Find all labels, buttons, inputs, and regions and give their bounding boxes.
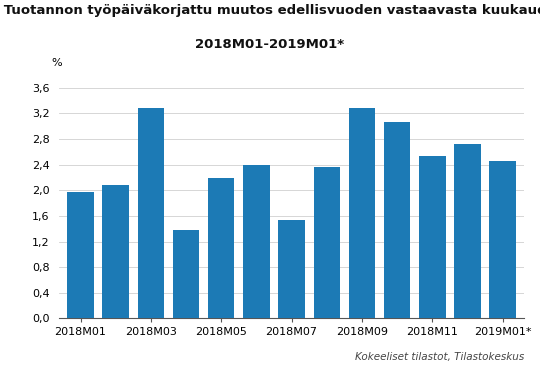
Bar	[489, 161, 516, 318]
Bar	[138, 108, 164, 318]
Bar	[349, 108, 375, 318]
Bar	[173, 230, 199, 318]
Text: Kuvio 1: Tuotannon työpäiväkorjattu muutos edellisvuoden vastaavasta kuukaudesta: Kuvio 1: Tuotannon työpäiväkorjattu muut…	[0, 4, 540, 17]
Bar	[279, 220, 305, 318]
Text: Kokeeliset tilastot, Tilastokeskus: Kokeeliset tilastot, Tilastokeskus	[355, 352, 524, 362]
Bar	[419, 156, 446, 318]
Bar	[68, 192, 94, 318]
Bar	[384, 122, 410, 318]
Bar	[314, 167, 340, 318]
Bar	[243, 165, 269, 318]
Text: %: %	[51, 59, 62, 68]
Bar	[208, 178, 234, 318]
Bar	[454, 143, 481, 318]
Bar	[103, 185, 129, 318]
Text: 2018M01-2019M01*: 2018M01-2019M01*	[195, 38, 345, 52]
